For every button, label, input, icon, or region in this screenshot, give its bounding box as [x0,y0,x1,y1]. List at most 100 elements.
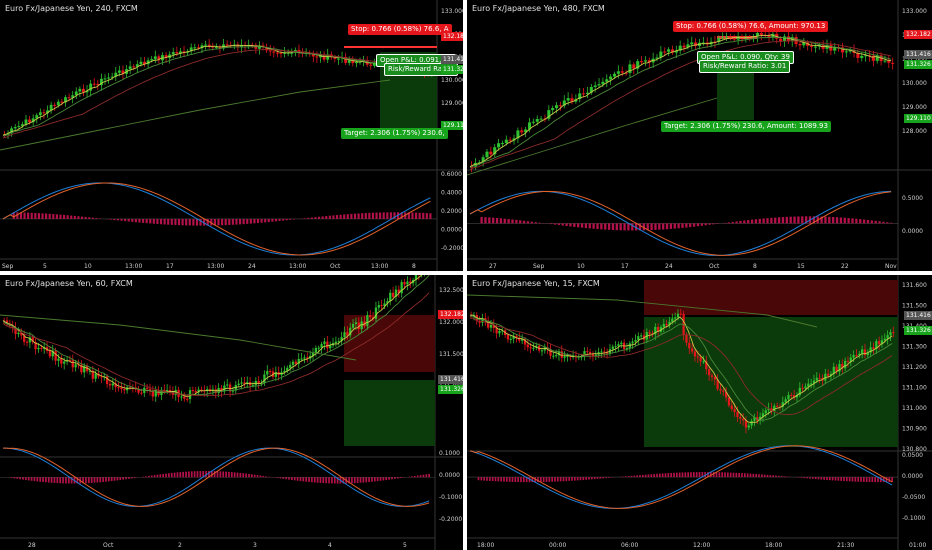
candle [200,389,203,391]
candle [257,380,260,384]
moving-average-line [469,34,892,168]
candle [558,105,562,107]
time-axis-label: 12:00 [693,542,710,549]
osc-axis-label: -0.0500 [902,494,925,501]
chart-panel-60[interactable]: 132.500132.000131.500131.0000.10000.0000… [0,275,463,550]
candle [500,143,504,145]
time-axis-label: 13:00 [289,263,306,270]
candle [682,45,686,48]
candle [719,388,722,391]
long-moving-average [467,97,718,176]
candle [289,364,292,368]
candle [733,409,736,413]
candle [685,334,688,343]
candle [334,341,338,344]
candle [891,62,895,64]
candle [761,413,765,417]
moving-average-line [469,314,893,424]
candle [67,97,71,99]
candle [272,51,276,53]
candle [92,83,96,85]
chart-panel-240[interactable]: 133.000132.000131.000130.000129.000128.0… [0,0,463,271]
candle [487,320,490,328]
osc-axis-label: 0.4000 [441,190,462,197]
candle [802,42,806,46]
price-axis-label: 132.000 [439,319,463,326]
candle [314,348,318,353]
candle [286,367,289,371]
time-axis-label: 28 [28,542,36,549]
chart-panel-480[interactable]: 133.000132.000131.000130.000129.000128.0… [467,0,932,271]
candle [377,305,380,308]
candle [56,101,60,106]
candle [260,382,263,384]
candle [866,352,869,356]
time-axis-label: 10 [84,263,92,270]
risk-reward-label[interactable]: Risk/Reward Ratio: [384,63,458,76]
candle [790,394,793,396]
stop-label[interactable]: Stop: 0.766 (0.58%) 76.6, A [348,24,452,35]
candle [781,402,784,407]
candle [813,46,817,48]
candle [146,60,150,65]
candle [657,326,660,332]
target-label[interactable]: Target: 2.306 (1.75%) 230.6, [341,128,448,139]
candle [730,405,733,410]
candle [197,389,200,393]
candle [784,399,787,403]
candle [872,347,875,350]
moving-average-line [2,46,431,137]
candle [485,151,489,158]
candle [509,338,512,340]
price-axis-label: 132.500 [439,287,463,294]
candle [240,44,243,48]
macd-line [2,182,431,256]
candle [60,101,64,103]
candle [108,383,112,386]
osc-axis-label: -0.1000 [902,515,925,522]
candle [320,344,323,348]
candle [620,71,624,73]
chart-canvas[interactable]: 133.000132.000131.000130.000129.000128.0… [467,0,932,271]
horizontal-divider[interactable] [0,271,932,275]
candle [812,380,816,384]
candle [648,332,651,334]
candle [676,313,680,318]
candle [827,373,830,376]
candle [674,317,677,319]
candle [139,61,143,65]
candle [14,327,17,334]
candle [759,32,763,35]
candle [123,389,126,391]
candle [358,61,362,63]
chart-canvas[interactable]: 131.600131.500131.400131.300131.200131.1… [467,275,932,550]
candle [186,398,189,400]
candle [855,355,858,357]
candle [389,292,392,302]
risk-reward-label[interactable]: Risk/Reward Ratio: 3.01 [699,60,791,73]
moving-average-line [2,275,430,396]
candle [275,52,279,54]
candle [371,317,375,319]
stop-label[interactable]: Stop: 0.766 (0.58%) 76.6, Amount: 970.13 [673,21,829,32]
candle [89,83,93,91]
vertical-divider[interactable] [463,0,467,550]
osc-axis-label: 0.0500 [902,452,923,459]
candle [322,54,326,60]
candle [835,366,838,372]
time-axis-label: 8 [753,263,757,270]
chart-panel-15[interactable]: 131.600131.500131.400131.300131.200131.1… [467,275,932,550]
osc-axis-label: 0.0000 [441,227,462,234]
candle [637,336,640,341]
candle [236,44,240,48]
candle [701,42,705,44]
moving-average-line [2,44,431,136]
target-label[interactable]: Target: 2.306 (1.75%) 230.6, Amount: 108… [661,121,831,132]
candle [526,344,529,348]
candle [349,327,352,336]
candle [612,73,617,77]
chart-canvas[interactable]: 132.500132.000131.500131.0000.10000.0000… [0,275,463,550]
price-axis-label: 130.000 [902,80,927,87]
candle [506,335,510,340]
candle [852,355,855,358]
